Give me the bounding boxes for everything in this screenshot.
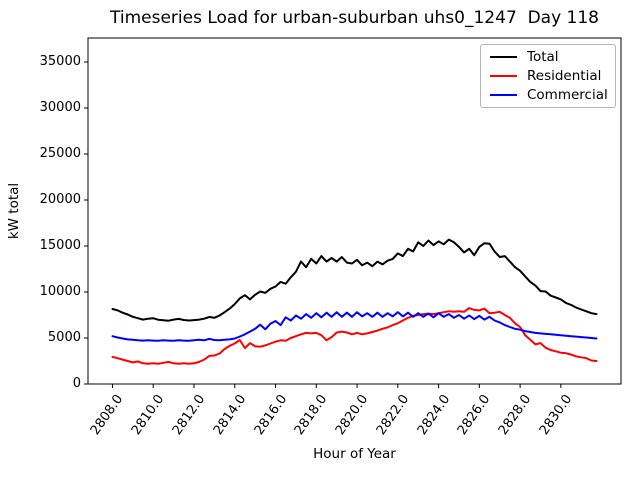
legend-item-commercial: Commercial — [481, 86, 615, 105]
y-tick-label: 30000 — [39, 100, 81, 115]
legend-item-residential: Residential — [481, 66, 615, 85]
y-tick-label: 15000 — [39, 238, 81, 253]
y-tick-label: 35000 — [39, 54, 81, 69]
y-tick-label: 25000 — [39, 146, 81, 161]
legend-label: Commercial — [527, 87, 608, 104]
commercial-line-swatch — [490, 94, 517, 97]
x-axis-label: Hour of Year — [313, 446, 396, 462]
series-line-commercial — [111, 311, 598, 342]
legend-label: Total — [527, 48, 559, 65]
y-tick-label: 5000 — [47, 330, 81, 345]
chart-title: Timeseries Load for urban-suburban uhs0_… — [110, 8, 599, 28]
legend: Total Residential Commercial — [480, 44, 616, 108]
legend-item-total: Total — [481, 47, 615, 66]
y-tick-label: 0 — [72, 376, 81, 391]
legend-label: Residential — [527, 67, 602, 84]
axes-frame — [87, 37, 622, 385]
y-tick-label: 20000 — [39, 192, 81, 207]
total-line-swatch — [490, 55, 517, 58]
residential-line-swatch — [490, 74, 517, 77]
series-line-total — [111, 238, 598, 322]
y-axis-label: kW total — [6, 182, 22, 240]
y-tick-label: 10000 — [39, 284, 81, 299]
series-line-residential — [111, 307, 598, 365]
